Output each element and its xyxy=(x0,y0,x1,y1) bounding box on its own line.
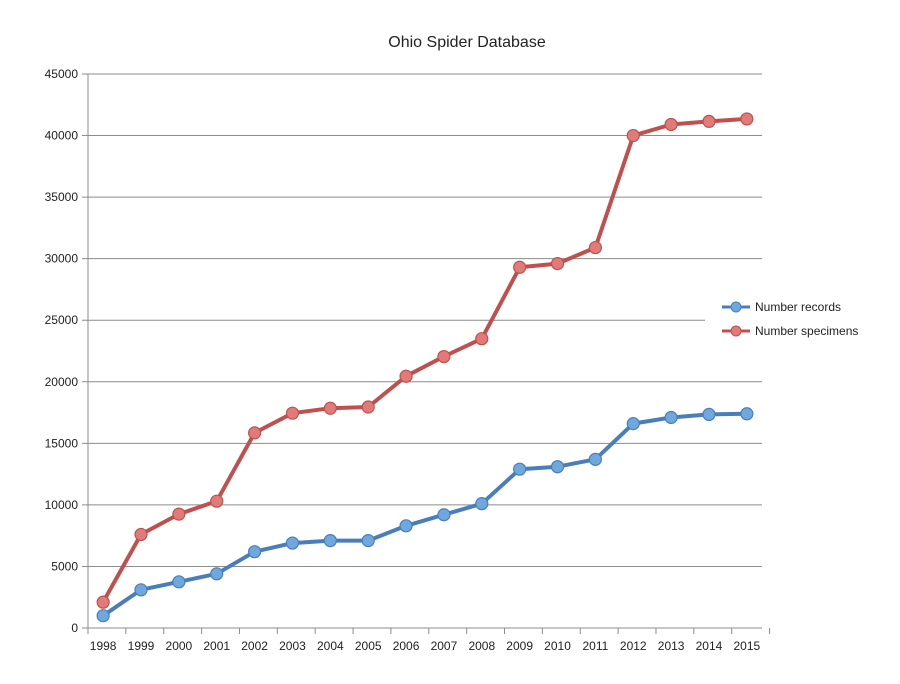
x-tick-label: 2006 xyxy=(393,639,420,653)
data-point xyxy=(626,417,640,431)
series-line-1 xyxy=(101,116,749,605)
data-point xyxy=(399,519,413,533)
x-tick-label: 2004 xyxy=(317,639,344,653)
data-point xyxy=(96,609,110,623)
x-tick-label: 2015 xyxy=(734,639,761,653)
data-point xyxy=(588,240,602,255)
data-point xyxy=(323,533,337,548)
series-group xyxy=(96,112,754,623)
x-tick-label: 2005 xyxy=(355,639,382,653)
x-tick-label: 2014 xyxy=(696,639,723,653)
data-point xyxy=(285,536,300,550)
data-point xyxy=(210,567,224,581)
y-tick-label: 45000 xyxy=(45,67,79,81)
data-point xyxy=(134,527,148,542)
y-tick-label: 30000 xyxy=(45,252,79,266)
y-tick-label: 25000 xyxy=(45,313,79,327)
data-point xyxy=(513,260,527,274)
data-point xyxy=(172,575,186,589)
y-tick-label: 5000 xyxy=(51,559,78,573)
data-point xyxy=(740,407,754,421)
y-tick-label: 40000 xyxy=(45,129,79,143)
data-point xyxy=(475,332,489,346)
x-tick-label: 2009 xyxy=(506,639,533,653)
data-point xyxy=(664,410,678,425)
y-tick-label: 0 xyxy=(71,621,78,635)
data-point xyxy=(702,114,716,128)
data-point xyxy=(323,401,337,415)
data-point xyxy=(702,407,716,422)
y-tick-label: 10000 xyxy=(45,498,79,512)
x-axis-tick-labels: 1998 1999 2000 2001 2002 2003 2004 2005 2006 2007… xyxy=(90,639,761,653)
y-axis-tick-labels: 0 5000 10000 15000 20000 25000 30000 35000 40000… xyxy=(45,67,79,635)
series-line-0 xyxy=(101,411,749,618)
y-tick-label: 35000 xyxy=(45,190,79,204)
data-point xyxy=(134,583,148,597)
legend-label: Number records xyxy=(755,300,841,314)
data-point xyxy=(513,462,527,476)
data-point xyxy=(475,497,489,511)
legend-marker xyxy=(730,301,742,313)
x-tick-label: 2002 xyxy=(241,639,268,653)
data-point xyxy=(361,400,375,414)
legend: Number records Number specimens xyxy=(722,300,858,338)
data-point xyxy=(626,128,640,143)
x-tick-label: 1999 xyxy=(128,639,155,653)
x-tick-label: 2008 xyxy=(468,639,495,653)
axes xyxy=(82,74,771,634)
x-tick-label: 2001 xyxy=(203,639,230,653)
data-point xyxy=(248,545,262,559)
chart-title: Ohio Spider Database xyxy=(388,34,546,51)
x-tick-label: 2010 xyxy=(544,639,571,653)
data-point xyxy=(248,426,262,440)
data-point xyxy=(96,595,110,609)
x-tick-label: 2003 xyxy=(279,639,306,653)
data-point xyxy=(361,533,375,548)
data-point xyxy=(285,406,300,420)
data-point xyxy=(740,112,754,126)
data-point xyxy=(172,507,186,521)
x-tick-label: 2011 xyxy=(582,639,608,653)
data-point xyxy=(664,117,678,132)
x-tick-label: 2012 xyxy=(620,639,647,653)
data-point xyxy=(588,452,602,466)
x-tick-label: 2013 xyxy=(658,639,685,653)
legend-label: Number specimens xyxy=(755,324,858,338)
data-point xyxy=(437,508,451,522)
data-point xyxy=(210,494,224,508)
y-tick-label: 15000 xyxy=(45,436,79,450)
data-point xyxy=(437,349,451,364)
gridlines xyxy=(82,73,762,567)
x-tick-label: 2007 xyxy=(431,639,458,653)
x-tick-label: 1998 xyxy=(90,639,117,653)
data-point xyxy=(399,369,413,383)
y-tick-label: 20000 xyxy=(45,375,79,389)
x-tick-label: 2000 xyxy=(166,639,193,653)
data-point xyxy=(550,460,565,474)
data-point xyxy=(550,256,565,271)
legend-marker xyxy=(730,325,742,337)
